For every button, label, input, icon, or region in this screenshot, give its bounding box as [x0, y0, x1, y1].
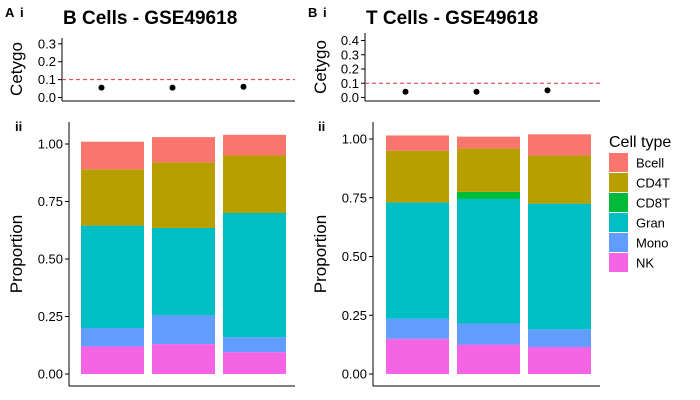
a-ii-bar-segment-nk	[81, 346, 144, 374]
a-ii-bar-segment-cd4t	[81, 169, 144, 226]
a-i-y-tick-label: 0.1	[38, 72, 56, 87]
legend-key-nk	[609, 253, 628, 272]
b-ii-bar-segment-gran	[528, 203, 591, 330]
b-ii-bar-segment-mono	[528, 329, 591, 347]
legend-label-cd4t: CD4T	[636, 176, 670, 191]
b-ii-bar-segment-bcell	[528, 134, 591, 156]
legend-key-cd4t	[609, 173, 628, 192]
a-ii-y-tick-label: 0.25	[38, 309, 63, 324]
a-ii-bar-segment-mono	[81, 328, 144, 347]
a-ii-bar-segment-mono	[223, 337, 286, 353]
b-ii-y-axis-label: Proportion	[311, 215, 330, 293]
a-ii-bar-segment-bcell	[152, 137, 215, 163]
legend-label-gran: Gran	[636, 216, 665, 231]
b-ii-bar-segment-nk	[386, 338, 449, 374]
panel-b-sub-top: i	[323, 5, 327, 20]
b-i-y-tick-label: 0.0	[341, 90, 359, 105]
legend-label-mono: Mono	[636, 236, 669, 251]
a-ii-bar-segment-cd4t	[223, 155, 286, 213]
b-i-y-tick-label: 0.4	[341, 33, 359, 48]
b-ii-y-tick-label: 0.00	[342, 367, 367, 382]
panel-b-proportion-plot: 0.00 0.25 0.50 0.75 1.00 Proportion	[311, 122, 600, 387]
a-ii-bar-segment-gran	[81, 225, 144, 328]
panel-a-title: B Cells - GSE49618	[63, 8, 237, 29]
a-i-y-tick-label: 0.0	[38, 90, 56, 105]
a-ii-bar-segment-mono	[152, 315, 215, 345]
b-i-point	[544, 87, 551, 94]
a-ii-y-tick-label: 1.00	[38, 137, 63, 152]
b-i-point	[402, 88, 409, 95]
b-ii-bar-segment-mono	[457, 323, 520, 345]
b-ii-bar-segment-bcell	[457, 136, 520, 149]
a-ii-y-tick-label: 0.50	[38, 252, 63, 267]
a-ii-bar-segment-gran	[152, 227, 215, 316]
panel-a-cetygo-plot: 0.0 0.1 0.2 0.3 Cetygo	[7, 36, 295, 105]
b-ii-bar-segment-cd4t	[386, 150, 449, 203]
b-ii-y-tick-label: 0.75	[342, 190, 367, 205]
a-ii-bar-segment-nk	[152, 344, 215, 374]
legend-label-bcell: Bcell	[636, 156, 664, 171]
b-i-y-axis-label: Cetygo	[311, 40, 330, 94]
b-i-point	[473, 88, 480, 95]
b-ii-y-tick-label: 0.50	[342, 249, 367, 264]
b-ii-bar-segment-mono	[386, 318, 449, 339]
a-i-y-tick-label: 0.3	[38, 36, 56, 51]
panel-a-proportion-plot: 0.00 0.25 0.50 0.75 1.00 Proportion	[7, 122, 295, 387]
a-i-y-tick-label: 0.2	[38, 54, 56, 69]
legend-key-bcell	[609, 153, 628, 172]
a-ii-bar-segment-nk	[223, 352, 286, 374]
a-ii-y-axis-label: Proportion	[7, 215, 26, 293]
panel-a-sub-bottom: ii	[15, 119, 22, 134]
b-ii-bar-segment-nk	[528, 346, 591, 374]
b-ii-bar-segment-gran	[386, 202, 449, 319]
panel-b-title: T Cells - GSE49618	[366, 8, 538, 29]
legend-title: Cell type	[609, 134, 671, 151]
legend-key-cd8t	[609, 193, 628, 212]
legend-key-mono	[609, 233, 628, 252]
b-ii-bar-segment-gran	[457, 198, 520, 324]
b-ii-y-tick-label: 1.00	[342, 132, 367, 147]
panel-a-letter: A	[5, 5, 15, 20]
panel-b-cetygo-plot: 0.00.10.20.30.4 Cetygo	[311, 33, 600, 105]
b-ii-bar-segment-cd8t	[457, 191, 520, 199]
panel-b-sub-bottom: ii	[318, 119, 325, 134]
b-i-y-tick-label: 0.2	[341, 62, 359, 77]
legend: Cell type Bcell CD4T CD8T Gran Mono NK	[609, 134, 671, 272]
legend-label-nk: NK	[636, 256, 654, 271]
a-ii-y-tick-label: 0.75	[38, 194, 63, 209]
panel-b-letter: B	[308, 5, 317, 20]
b-ii-bar-segment-cd4t	[457, 148, 520, 192]
b-ii-bar-segment-bcell	[386, 135, 449, 151]
a-ii-y-tick-label: 0.00	[38, 367, 63, 382]
a-i-point	[169, 84, 176, 91]
a-ii-bar-segment-cd4t	[152, 162, 215, 228]
panel-a-sub-top: i	[20, 5, 24, 20]
b-i-y-tick-label: 0.3	[341, 47, 359, 62]
legend-key-gran	[609, 213, 628, 232]
a-ii-bar-segment-bcell	[223, 134, 286, 156]
b-ii-y-tick-label: 0.25	[342, 308, 367, 323]
a-i-point	[98, 84, 105, 91]
a-ii-bar-segment-gran	[223, 213, 286, 338]
a-ii-bar-segment-bcell	[81, 141, 144, 170]
b-ii-bar-segment-cd4t	[528, 155, 591, 204]
a-i-y-axis-label: Cetygo	[7, 42, 26, 96]
b-i-y-tick-label: 0.1	[341, 76, 359, 91]
legend-label-cd8t: CD8T	[636, 196, 670, 211]
b-ii-bar-segment-nk	[457, 344, 520, 374]
a-i-point	[240, 83, 247, 90]
